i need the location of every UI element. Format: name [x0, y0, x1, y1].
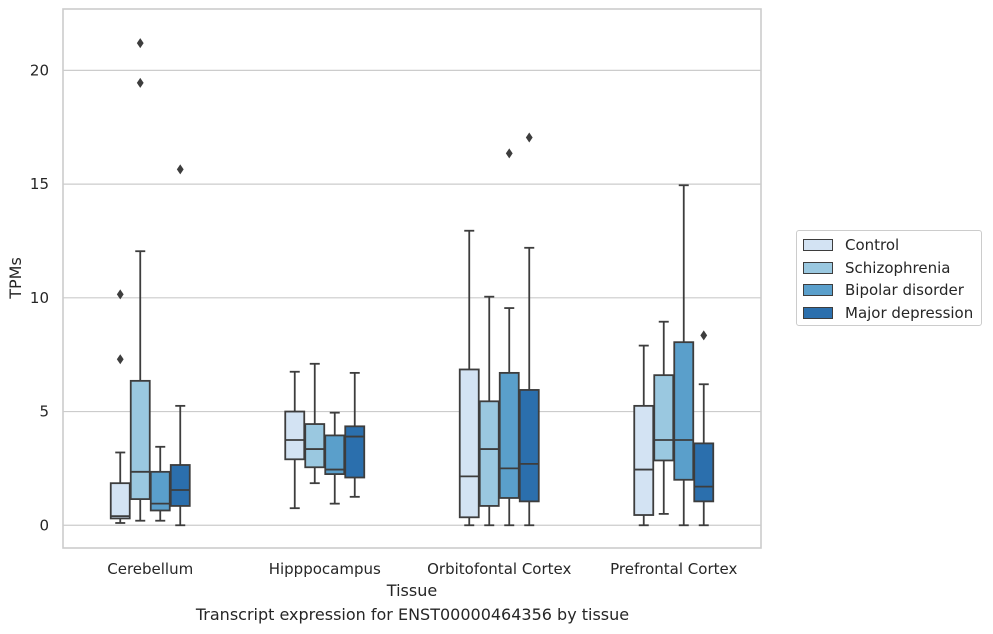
outlier-point [525, 132, 533, 143]
x-axis-ticks: Cerebellum Hipppocampus Orbitofontal Corte… [107, 560, 737, 578]
box-body [518, 389, 540, 503]
legend-label: Control [845, 236, 900, 254]
box-body [304, 423, 326, 469]
box-2-0 [458, 229, 480, 527]
box-body [458, 368, 480, 519]
legend-item: Control [803, 235, 899, 255]
outlier-point [136, 77, 144, 88]
box-0-1 [129, 38, 151, 522]
y-tick-label: 5 [39, 403, 49, 421]
box-2-1 [478, 295, 500, 527]
x-tick-label: Cerebellum [107, 560, 193, 578]
legend-label: Major depression [845, 303, 974, 322]
outlier-point [116, 289, 124, 300]
plot-frame [62, 8, 762, 549]
outlier-point [136, 38, 144, 49]
outlier-point [700, 330, 708, 341]
outlier-point [176, 164, 184, 175]
box-body [344, 425, 366, 479]
box-2-2 [498, 148, 520, 527]
box-body [129, 379, 151, 501]
box-0-3 [169, 164, 191, 527]
legend-swatch [803, 284, 833, 296]
box-3-2 [673, 184, 695, 527]
box-body [693, 442, 715, 503]
plot-border [62, 8, 762, 549]
box-1-1 [304, 362, 326, 485]
outlier-point [116, 354, 124, 365]
x-axis-label: Tissue [386, 581, 437, 600]
box-body [633, 404, 655, 516]
box-body [653, 374, 675, 462]
legend-item: Bipolar disorder [803, 280, 964, 300]
x-tick-label: Orbitofontal Cortex [427, 560, 571, 578]
legend-item: Major depression [803, 303, 973, 323]
box-1-2 [324, 411, 346, 505]
box-1-3 [344, 371, 366, 498]
box-1-0 [284, 370, 306, 510]
box-3-3 [693, 330, 715, 527]
box-2-3 [518, 132, 540, 527]
box-3-1 [653, 320, 675, 515]
legend-swatch [803, 306, 833, 319]
box-body [109, 482, 131, 520]
box-body [149, 470, 171, 512]
box-body [169, 464, 191, 507]
legend-label: Schizophrenia [845, 258, 951, 277]
box-3-0 [633, 344, 655, 527]
y-tick-label: 0 [39, 516, 49, 534]
x-tick-label: Prefrontal Cortex [610, 560, 737, 578]
box-0-0 [109, 289, 131, 524]
box-body [284, 410, 306, 461]
legend-swatch [803, 239, 833, 251]
box-body [673, 341, 695, 481]
legend-swatch [803, 261, 833, 274]
y-tick-label: 15 [30, 175, 49, 193]
legend-label: Bipolar disorder [845, 281, 964, 299]
box-body [498, 371, 520, 499]
x-tick-label: Hipppocampus [269, 560, 381, 578]
y-tick-label: 20 [30, 61, 49, 79]
box-body [478, 400, 500, 507]
outlier-point [505, 148, 513, 159]
y-axis-label: TPMs [6, 257, 25, 300]
legend-item: Schizophrenia [803, 258, 950, 278]
legend: Control Schizophrenia Bipolar disorder Majo… [796, 230, 982, 326]
box-plot-series [109, 38, 715, 527]
y-tick-label: 10 [30, 289, 49, 307]
y-axis-ticks: 0 5 10 15 20 [30, 61, 49, 534]
chart-caption: Transcript expression for ENST0000046435… [195, 605, 630, 624]
box-0-2 [149, 445, 171, 522]
box-body [324, 434, 346, 475]
